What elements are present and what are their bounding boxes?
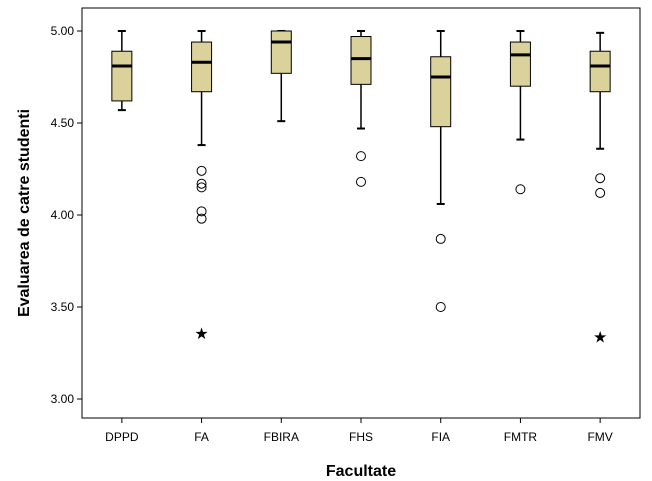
outlier-point [196, 182, 207, 193]
y-tick-label: 4.50 [51, 116, 75, 130]
y-axis: 3.00 3.50 4.00 4.50 5.00 [51, 24, 82, 406]
box-fmv: ★ [589, 31, 611, 346]
y-tick-label: 4.00 [51, 208, 75, 222]
outlier-point [196, 165, 207, 176]
x-axis: DPPD FA FBIRA FHS FIA FMTR FMV [105, 418, 613, 444]
y-axis-title: Evaluarea de catre studenti [16, 109, 33, 317]
outlier-point [196, 213, 207, 224]
iqr-box [509, 41, 531, 87]
outlier-point [356, 151, 366, 162]
x-tick-label: FIA [431, 430, 450, 444]
outlier-point [196, 178, 207, 189]
box-dppd [111, 30, 133, 112]
outlier-point [435, 233, 446, 244]
x-tick-label: FA [194, 430, 209, 444]
outlier-point [595, 187, 606, 198]
box-series: ★ ★ [111, 30, 611, 346]
iqr-box [270, 30, 292, 74]
outlier-point [595, 173, 606, 184]
box-fia [430, 30, 452, 312]
outlier-point [515, 184, 526, 195]
extreme-point: ★ [194, 324, 208, 343]
iqr-box [191, 41, 213, 93]
x-tick-label: DPPD [105, 430, 139, 444]
x-tick-label: FHS [349, 430, 373, 444]
y-tick-label: 3.00 [51, 392, 75, 406]
iqr-box [430, 56, 452, 128]
box-fhs [350, 30, 372, 187]
x-tick-label: FMTR [504, 430, 538, 444]
box-fa: ★ [191, 30, 213, 343]
outlier-point [356, 176, 366, 187]
box-fmtr [509, 30, 531, 195]
y-tick-label: 3.50 [51, 300, 75, 314]
outlier-point [196, 206, 207, 217]
x-tick-label: FMV [587, 430, 612, 444]
outlier-point [435, 302, 446, 312]
x-tick-label: FBIRA [264, 430, 299, 444]
iqr-box [111, 50, 133, 102]
box-fbira [270, 30, 292, 123]
extreme-point: ★ [593, 327, 607, 346]
y-tick-label: 5.00 [51, 24, 75, 38]
iqr-box [589, 50, 611, 93]
iqr-box [350, 36, 372, 85]
x-axis-title: Facultate [326, 463, 396, 480]
